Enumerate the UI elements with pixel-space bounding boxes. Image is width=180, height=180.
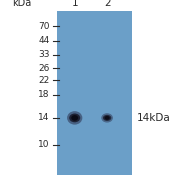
Ellipse shape	[103, 115, 111, 121]
Text: 14kDa: 14kDa	[137, 113, 171, 123]
Text: 26: 26	[38, 64, 50, 73]
Text: 44: 44	[38, 36, 50, 45]
Text: 10: 10	[38, 140, 50, 149]
Text: 2: 2	[104, 0, 110, 8]
Ellipse shape	[67, 111, 82, 125]
Text: 18: 18	[38, 90, 50, 99]
Text: 33: 33	[38, 50, 50, 59]
Ellipse shape	[69, 114, 80, 122]
Text: 1: 1	[71, 0, 78, 8]
FancyBboxPatch shape	[57, 11, 132, 175]
Text: kDa: kDa	[13, 0, 32, 8]
Text: 70: 70	[38, 22, 50, 31]
Ellipse shape	[104, 116, 110, 120]
Ellipse shape	[101, 113, 113, 123]
Ellipse shape	[71, 115, 78, 121]
Text: 14: 14	[38, 113, 50, 122]
Text: 22: 22	[38, 76, 50, 85]
